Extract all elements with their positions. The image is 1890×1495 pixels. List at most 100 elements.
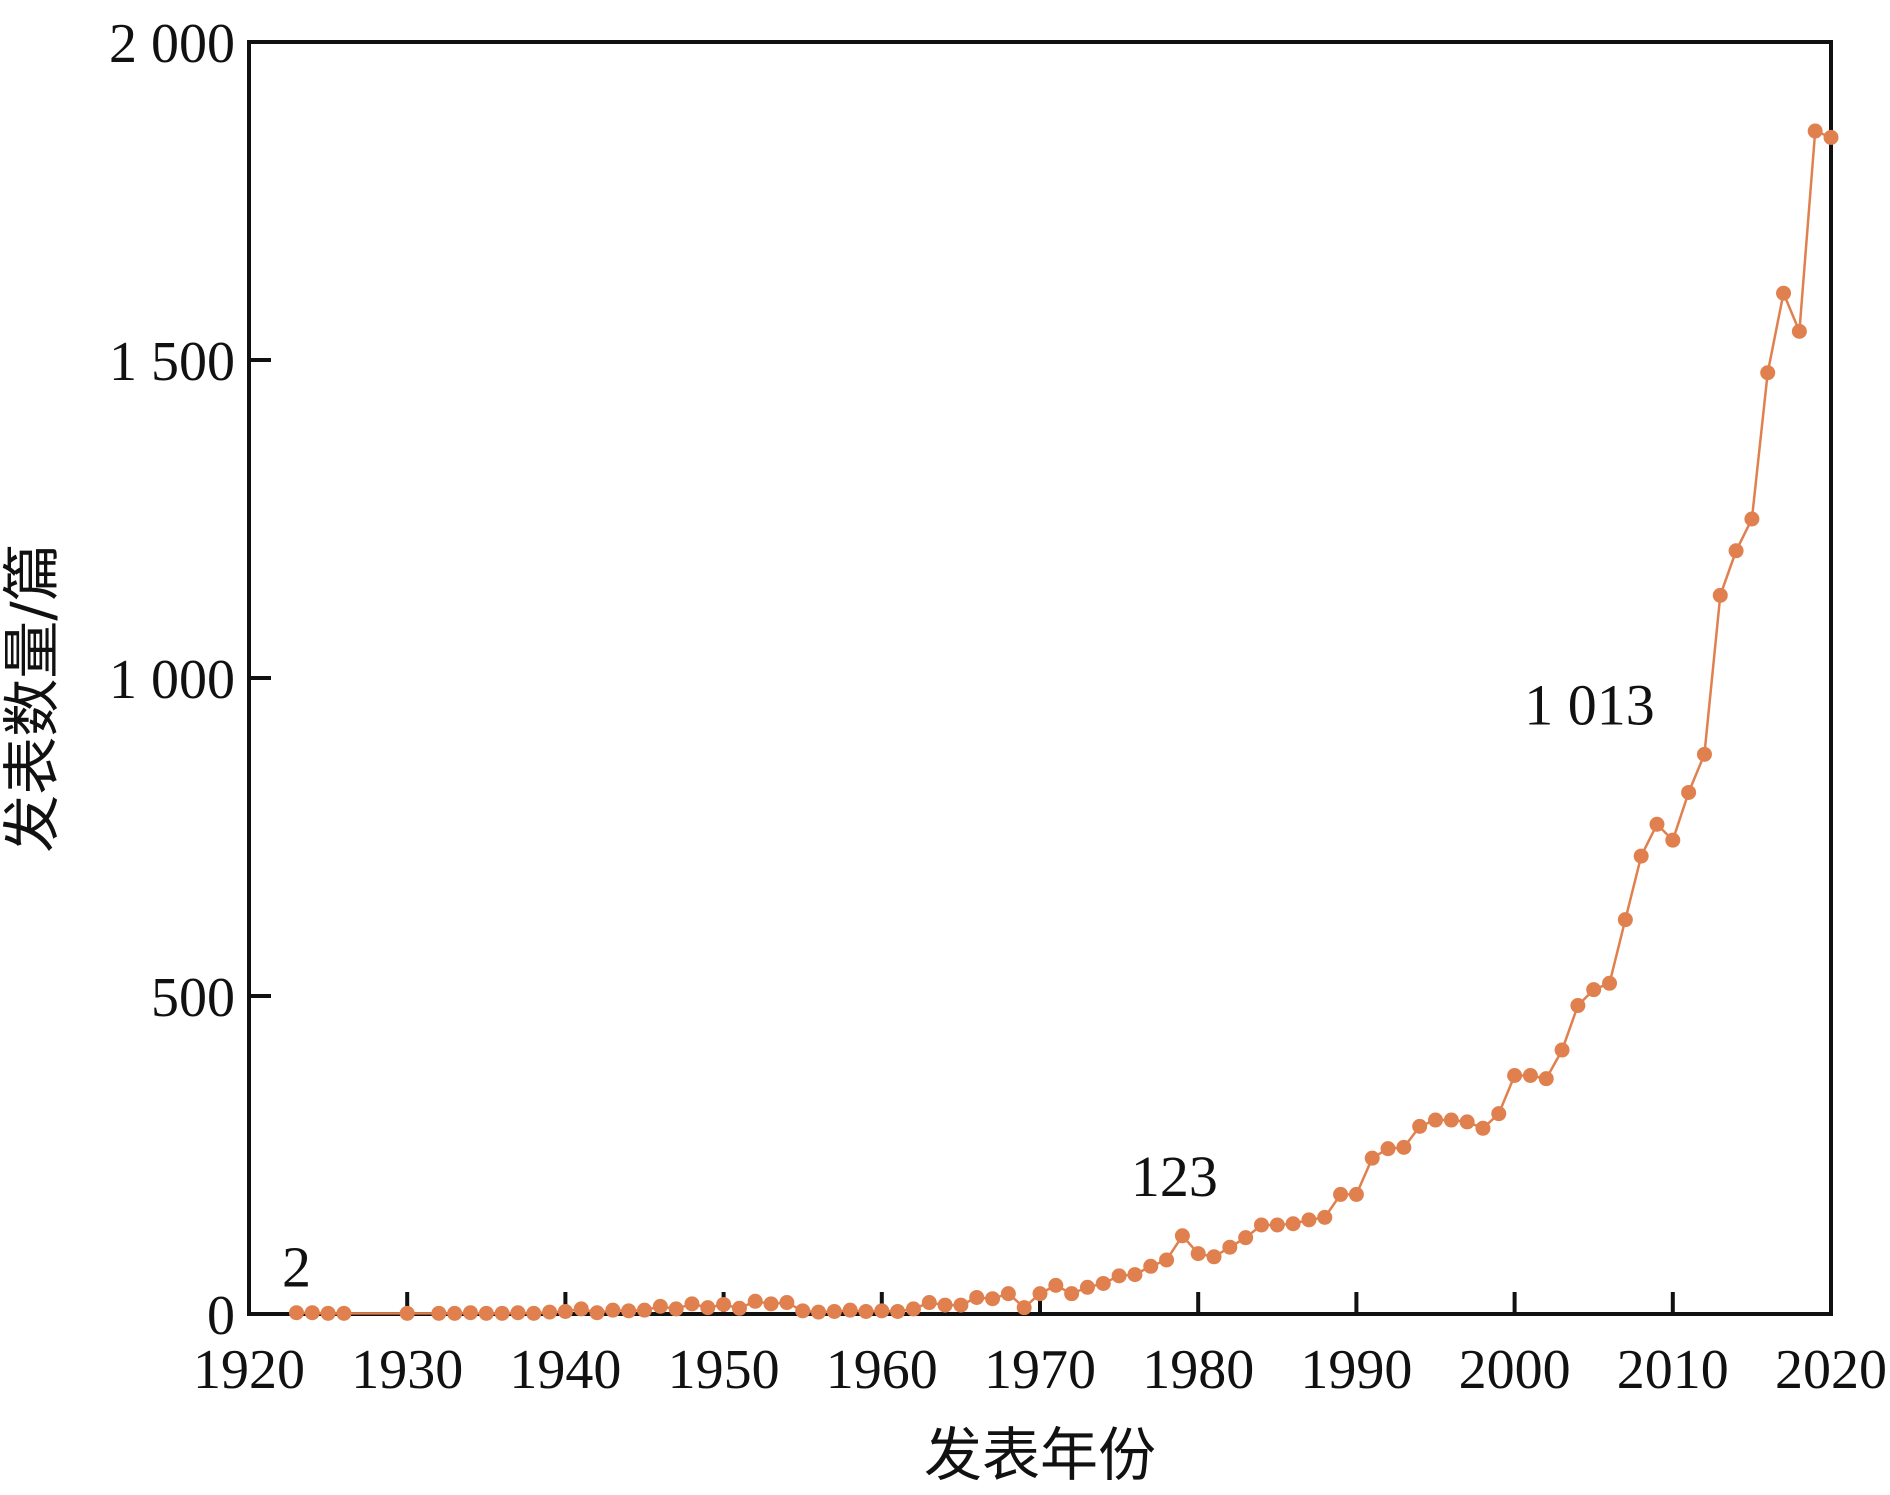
data-label: 123	[1131, 1144, 1218, 1209]
data-point	[1364, 1150, 1380, 1166]
data-point	[905, 1301, 921, 1317]
data-point	[573, 1301, 589, 1317]
data-point	[731, 1300, 747, 1316]
data-point	[716, 1296, 732, 1312]
data-point	[1064, 1286, 1080, 1302]
data-point	[1222, 1239, 1238, 1255]
data-point	[1665, 832, 1681, 848]
data-point	[1791, 323, 1807, 339]
y-axis: 0 500 1 000 1 500 2 000	[109, 13, 271, 1347]
data-point	[510, 1305, 526, 1321]
x-axis-title: 发表年份	[924, 1421, 1156, 1489]
data-point	[1159, 1252, 1175, 1268]
data-point	[589, 1305, 605, 1321]
data-point	[1570, 998, 1586, 1014]
data-point	[842, 1302, 858, 1318]
data-point	[700, 1300, 716, 1316]
x-tick-label: 2010	[1617, 1339, 1729, 1401]
data-point	[1348, 1186, 1364, 1202]
data-point	[605, 1302, 621, 1318]
data-point	[1000, 1286, 1016, 1302]
data-point	[1095, 1275, 1111, 1291]
x-axis: 1920 1930 1940 1950 1960 1970 1980 1990 2000 2010…	[193, 1292, 1887, 1401]
data-point	[1048, 1277, 1064, 1293]
y-tick-label: 0	[207, 1285, 235, 1347]
data-point	[1127, 1267, 1143, 1283]
data-point	[1602, 975, 1618, 991]
data-point	[1522, 1068, 1538, 1083]
y-axis-title: 发表数量/篇	[0, 543, 66, 853]
data-point	[1412, 1118, 1428, 1134]
data-point	[1111, 1268, 1127, 1284]
data-point	[542, 1304, 558, 1320]
data-point	[1079, 1279, 1095, 1295]
data-point	[1649, 816, 1665, 832]
data-point	[288, 1305, 304, 1321]
data-point	[969, 1289, 985, 1305]
data-point	[874, 1303, 890, 1319]
data-point	[921, 1295, 937, 1311]
data-point	[1443, 1112, 1459, 1128]
data-point	[1507, 1068, 1523, 1083]
data-point	[1776, 285, 1792, 301]
data-point	[1317, 1209, 1333, 1225]
x-tick-label: 1980	[1142, 1339, 1254, 1401]
data-point	[431, 1305, 447, 1321]
data-point	[1807, 123, 1823, 139]
data-point	[1143, 1258, 1159, 1274]
data-point	[1206, 1249, 1222, 1265]
data-point	[747, 1293, 763, 1309]
data-label: 2	[282, 1235, 311, 1300]
data-point	[1475, 1120, 1491, 1136]
data-point	[1823, 129, 1839, 145]
data-point	[336, 1305, 352, 1321]
data-point	[526, 1305, 542, 1321]
x-tick-label: 1950	[668, 1339, 780, 1401]
data-point	[1586, 982, 1602, 998]
annotations-group: 2 123 1 013	[282, 672, 1655, 1299]
data-point	[304, 1305, 320, 1321]
data-point	[1380, 1141, 1396, 1157]
data-point	[985, 1291, 1001, 1307]
data-point	[1554, 1042, 1570, 1058]
series-points-group	[288, 123, 1839, 1321]
data-point	[462, 1305, 478, 1321]
series-line	[296, 129, 1832, 1315]
x-tick-label: 1970	[984, 1339, 1096, 1401]
data-point	[1174, 1228, 1190, 1244]
data-point	[494, 1305, 510, 1321]
data-point	[1760, 365, 1776, 381]
data-point	[763, 1296, 779, 1312]
data-point	[795, 1303, 811, 1319]
data-point	[1696, 746, 1712, 762]
x-tick-label: 1960	[826, 1339, 938, 1401]
data-point	[447, 1305, 463, 1321]
x-tick-label: 1930	[351, 1339, 463, 1401]
x-tick-label: 1990	[1300, 1339, 1412, 1401]
x-tick-label: 2000	[1459, 1339, 1571, 1401]
data-point	[1459, 1114, 1475, 1130]
data-point	[779, 1295, 795, 1311]
data-point	[652, 1298, 668, 1314]
series-line-group	[296, 129, 1832, 1315]
data-point	[1633, 848, 1649, 864]
data-point	[1728, 543, 1744, 559]
y-tick-label: 1 000	[109, 649, 235, 711]
data-point	[399, 1305, 415, 1321]
data-point	[953, 1297, 969, 1313]
data-point	[1428, 1112, 1443, 1128]
data-point	[1744, 511, 1760, 527]
data-point	[478, 1305, 494, 1321]
data-point	[557, 1303, 573, 1319]
data-point	[637, 1302, 652, 1318]
data-point	[890, 1303, 906, 1319]
data-point	[1016, 1300, 1032, 1316]
data-label: 1 013	[1524, 672, 1655, 737]
data-point	[1712, 587, 1728, 603]
data-point	[1285, 1216, 1301, 1232]
data-point	[1396, 1139, 1412, 1155]
data-point	[1681, 784, 1697, 800]
data-point	[1032, 1286, 1048, 1302]
data-point	[1538, 1071, 1554, 1087]
